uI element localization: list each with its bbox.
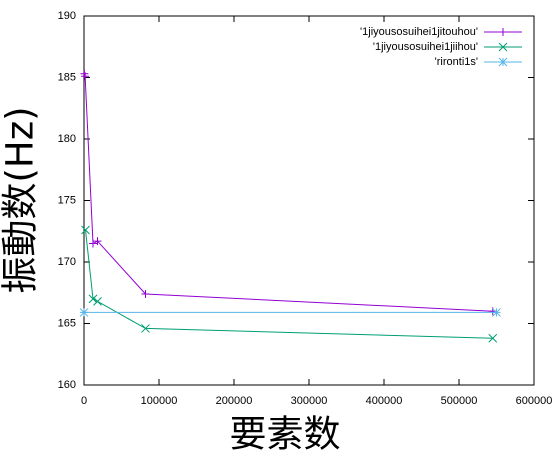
legend-label: '1jiyousosuihei1jitouhou'	[360, 26, 478, 38]
legend-label: 'rironti1s'	[435, 56, 478, 68]
point-marker	[79, 308, 89, 317]
y-tick-label: 170	[58, 256, 76, 268]
x-tick-label: 100000	[141, 395, 178, 407]
point-marker	[89, 239, 97, 248]
point-marker	[93, 297, 102, 306]
x-tick-label: 400000	[366, 395, 403, 407]
legend-marker	[499, 28, 507, 36]
point-marker	[93, 237, 102, 246]
x-tick-label: 500000	[441, 395, 478, 407]
y-tick-label: 185	[58, 71, 76, 83]
y-axis-label: 振動数(Hz)	[0, 106, 42, 293]
y-tick-label: 165	[58, 317, 76, 329]
point-marker	[492, 308, 501, 317]
point-marker	[488, 333, 498, 343]
point-marker	[81, 72, 90, 81]
point-marker	[81, 225, 90, 235]
point-marker	[88, 294, 98, 304]
x-tick-label: 200000	[216, 395, 253, 407]
y-tick-label: 175	[58, 194, 76, 206]
plot-border	[83, 15, 535, 386]
y-tick-label: 190	[58, 10, 76, 22]
series-line	[83, 73, 493, 312]
legend-label: '1jiyousosuihei1jiihou'	[373, 41, 478, 53]
y-tick-label: 180	[58, 133, 76, 145]
y-tick-label: 160	[58, 379, 76, 391]
x-axis-label: 要素数	[230, 413, 341, 456]
legend-marker	[498, 57, 508, 67]
legend-marker	[498, 42, 508, 52]
x-tick-label: 0	[81, 395, 87, 407]
x-tick-label: 300000	[291, 395, 328, 407]
point-marker	[141, 324, 150, 333]
point-marker	[141, 289, 150, 298]
series-line	[85, 229, 493, 339]
x-tick-label: 600000	[516, 395, 553, 407]
